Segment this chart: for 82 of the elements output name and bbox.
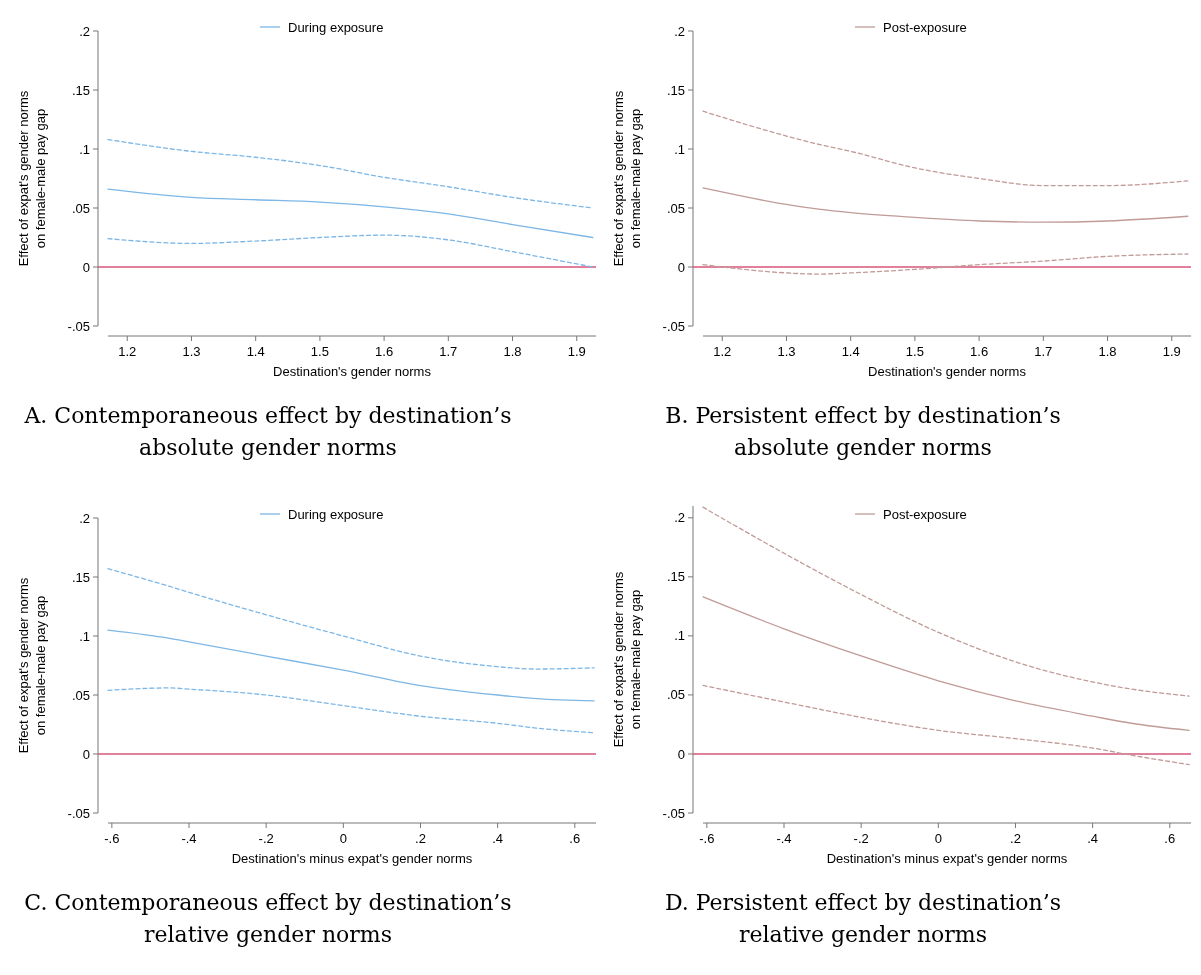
legend-label: During exposure: [288, 19, 384, 35]
y-tick-label: 0: [82, 259, 90, 275]
x-tick-label: .2: [415, 831, 426, 846]
line-series: [107, 138, 594, 209]
y-tick-label: .15: [71, 82, 90, 98]
line-series: [107, 629, 595, 702]
x-tick-label: 1.5: [905, 344, 924, 359]
y-axis-title: Effect of expat's gender norms on female-male pay gap: [16, 90, 48, 267]
x-tick-label: -.4: [181, 831, 197, 846]
x-axis-title: Destination's gender norms: [273, 364, 432, 379]
x-tick-label: -.6: [699, 831, 715, 846]
text: D. Persistent effect by destination’s relative gender norms: [664, 890, 1062, 947]
x-axis-title: Destination's minus expat's gender norms: [231, 851, 473, 866]
y-tick-label: .05: [666, 687, 685, 703]
x-tick-label: .4: [1087, 831, 1099, 846]
x-tick-label: 1.7: [1034, 344, 1053, 359]
line-series: [702, 187, 1189, 223]
x-tick-label: 1.2: [118, 344, 137, 359]
x-tick-label: .2: [1010, 831, 1021, 846]
x-tick-label: 1.5: [310, 344, 329, 359]
y-tick-label: .1: [79, 628, 90, 644]
x-tick-label: 1.3: [182, 344, 201, 359]
text: C. Contemporaneous effect by destination’s relative gender norms: [24, 890, 512, 947]
x-tick-label: 1.8: [1098, 344, 1117, 359]
line-series: [702, 684, 1190, 766]
y-tick-label: 0: [677, 259, 685, 275]
y-axis-title: Effect of expat's gender norms on female-male pay gap: [16, 577, 48, 754]
line-series: [702, 506, 1190, 697]
x-tick-label: 1.9: [567, 344, 586, 359]
x-tick-label: 0: [339, 831, 347, 846]
x-tick-label: -.2: [853, 831, 869, 846]
y-axis-title: Effect of expat's gender norms on female-male pay gap: [611, 90, 643, 267]
x-tick-label: 1.3: [777, 344, 796, 359]
y-tick-label: .2: [79, 510, 90, 526]
x-tick-label: 1.4: [841, 344, 860, 359]
x-tick-label: 0: [934, 831, 942, 846]
x-tick-label: 1.9: [1162, 344, 1181, 359]
legend-label: Post-exposure: [883, 506, 967, 522]
line-series: [702, 253, 1189, 275]
line-series: [702, 110, 1189, 187]
x-tick-label: .6: [569, 831, 581, 846]
x-tick-label: 1.8: [503, 344, 522, 359]
x-tick-label: -.4: [776, 831, 792, 846]
y-tick-label: -.05: [67, 805, 90, 821]
y-tick-label: -.05: [67, 318, 90, 334]
y-tick-label: -.05: [662, 318, 685, 334]
x-tick-label: 1.6: [375, 344, 394, 359]
text: A. Contemporaneous effect by destination’s absolute gender norms: [23, 403, 512, 460]
text: B. Persistent effect by destination’s absolute gender norms: [665, 403, 1061, 460]
line-series: [702, 596, 1190, 731]
line-series: [107, 188, 594, 239]
line-series: [107, 234, 594, 268]
x-tick-label: .4: [492, 831, 504, 846]
y-tick-label: .05: [71, 687, 90, 703]
x-tick-label: -.2: [258, 831, 274, 846]
y-tick-label: .05: [71, 200, 90, 216]
y-axis-title: Effect of expat's gender norms on female-male pay gap: [611, 571, 643, 748]
x-axis-title: Destination's minus expat's gender norms: [826, 851, 1068, 866]
x-tick-label: .6: [1164, 831, 1176, 846]
y-tick-label: .2: [79, 23, 90, 39]
x-tick-label: 1.2: [713, 344, 732, 359]
y-tick-label: .2: [674, 23, 685, 39]
x-tick-label: 1.4: [246, 344, 265, 359]
y-tick-label: .1: [79, 141, 90, 157]
x-tick-label: 1.7: [439, 344, 458, 359]
y-tick-label: .1: [674, 628, 685, 644]
y-tick-label: .05: [666, 200, 685, 216]
x-axis-title: Destination's gender norms: [868, 364, 1027, 379]
legend-label: Post-exposure: [883, 19, 967, 35]
y-tick-label: 0: [82, 746, 90, 762]
legend-label: During exposure: [288, 506, 384, 522]
y-tick-label: .2: [674, 510, 685, 526]
line-series: [107, 568, 595, 670]
y-tick-label: .15: [666, 82, 685, 98]
y-tick-label: .15: [71, 569, 90, 585]
y-tick-label: .1: [674, 141, 685, 157]
x-tick-label: -.6: [104, 831, 120, 846]
y-tick-label: 0: [677, 746, 685, 762]
y-tick-label: .15: [666, 569, 685, 585]
y-tick-label: -.05: [662, 805, 685, 821]
x-tick-label: 1.6: [970, 344, 989, 359]
line-series: [107, 687, 595, 734]
